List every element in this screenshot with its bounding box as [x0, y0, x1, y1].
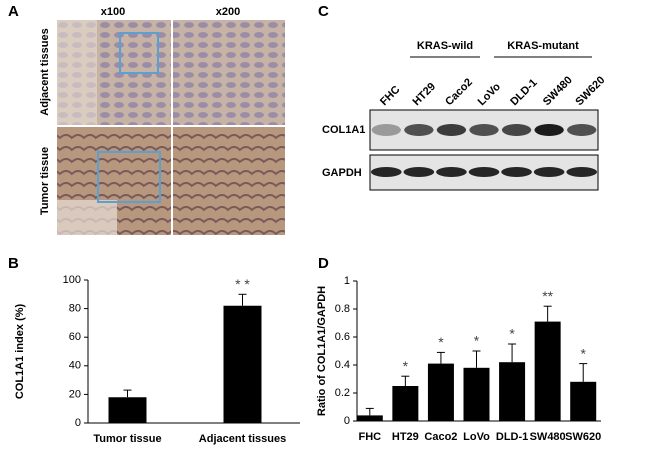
band [533, 167, 565, 177]
y-axis-label: Ratio of COL1A1/GAPDH [316, 286, 328, 416]
y-tick-label: 0.8 [335, 303, 350, 315]
band [468, 167, 500, 177]
x-tick-label: Caco2 [424, 431, 457, 443]
lane-label: SW620 [573, 74, 607, 108]
bar [356, 415, 383, 421]
band [501, 167, 532, 177]
y-tick-label: 40 [69, 360, 81, 372]
panel-label: C [318, 3, 329, 20]
bar [570, 381, 597, 421]
x-tick-label: LoVo [463, 431, 490, 443]
x-tick-label: SW480 [530, 431, 566, 443]
x-tick-label: Tumor tissue [93, 433, 161, 445]
bar [392, 386, 419, 421]
bar [108, 397, 147, 423]
band [370, 167, 402, 177]
band [436, 124, 467, 136]
histology-images [57, 20, 285, 235]
lane-label: LoVo [476, 81, 504, 109]
lane-label: Caco2 [443, 76, 475, 108]
y-tick-label: 20 [69, 388, 81, 400]
panel-label: B [8, 255, 19, 272]
significance: ** [542, 288, 553, 304]
band [404, 124, 434, 136]
blot-label: GAPDH [322, 167, 362, 179]
y-tick-label: 100 [63, 274, 81, 286]
bar [427, 363, 454, 421]
significance: * [403, 358, 409, 374]
x-tick-label: Adjacent tissues [199, 433, 286, 445]
panel-label: D [318, 255, 329, 272]
band [501, 124, 532, 136]
y-tick-label: 80 [69, 303, 81, 315]
x-tick-label: SW620 [565, 431, 601, 443]
group-label: KRAS-mutant [507, 40, 579, 52]
y-tick-label: 0.2 [335, 387, 350, 399]
band [566, 167, 598, 177]
bar [499, 362, 526, 421]
panel-label: A [8, 3, 19, 20]
band [567, 124, 597, 136]
y-tick-label: 0 [344, 415, 350, 427]
bar [463, 367, 490, 421]
group-label: KRAS-wild [417, 40, 473, 52]
lane-label: HT29 [411, 81, 439, 109]
y-tick-label: 60 [69, 331, 81, 343]
row-label: Tumor tissue [39, 147, 51, 215]
x-tick-label: FHC [358, 431, 381, 443]
column-label: x200 [216, 6, 240, 18]
significance: * [580, 345, 586, 361]
bar [223, 305, 262, 423]
band [436, 167, 467, 177]
y-axis-label: COL1A1 index (%) [14, 303, 26, 399]
band [534, 124, 564, 136]
significance: * [509, 326, 515, 342]
lane-label: DLD-1 [508, 77, 539, 108]
y-tick-label: 0 [75, 417, 81, 429]
y-tick-label: 0.6 [335, 331, 350, 343]
bar [534, 321, 561, 421]
x-tick-label: DLD-1 [496, 431, 528, 443]
row-label: Adjacent tissues [39, 28, 51, 115]
significance: * [438, 334, 444, 350]
column-label: x100 [101, 6, 125, 18]
lane-label: SW480 [541, 74, 575, 108]
y-tick-label: 1 [344, 275, 350, 287]
significance: * [474, 333, 480, 349]
band [403, 167, 435, 177]
blot-label: COL1A1 [322, 124, 365, 136]
lane-label: FHC [378, 84, 403, 109]
x-tick-label: HT29 [392, 431, 419, 443]
significance: * * [235, 276, 250, 292]
y-tick-label: 0.4 [335, 359, 350, 371]
band [469, 124, 499, 136]
band [371, 124, 401, 136]
